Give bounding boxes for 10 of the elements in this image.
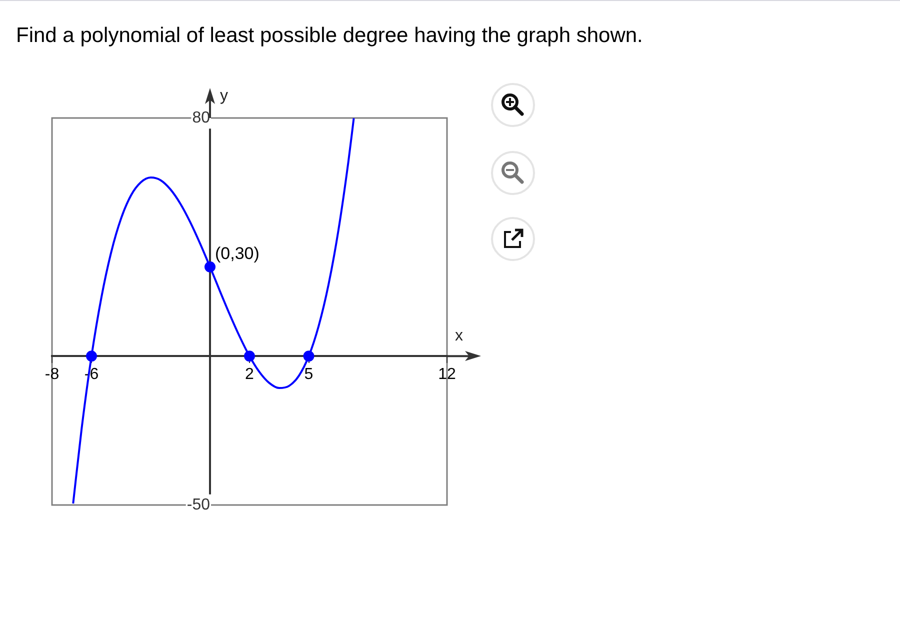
y-tick-label: 80: [192, 109, 210, 126]
annotation: (0,30): [215, 244, 260, 264]
y-tick-label: -50: [186, 496, 210, 514]
x-tick-label: 2: [245, 366, 254, 384]
x-axis-title: x: [455, 328, 463, 345]
x-tick-label: 12: [438, 366, 456, 384]
x-tick-label: -8: [44, 366, 60, 384]
y-axis-title: y: [220, 87, 228, 104]
x-tick-label: 5: [304, 366, 314, 384]
chart-title: Find a polynomial of least possible degree having the graph shown.: [16, 24, 643, 48]
